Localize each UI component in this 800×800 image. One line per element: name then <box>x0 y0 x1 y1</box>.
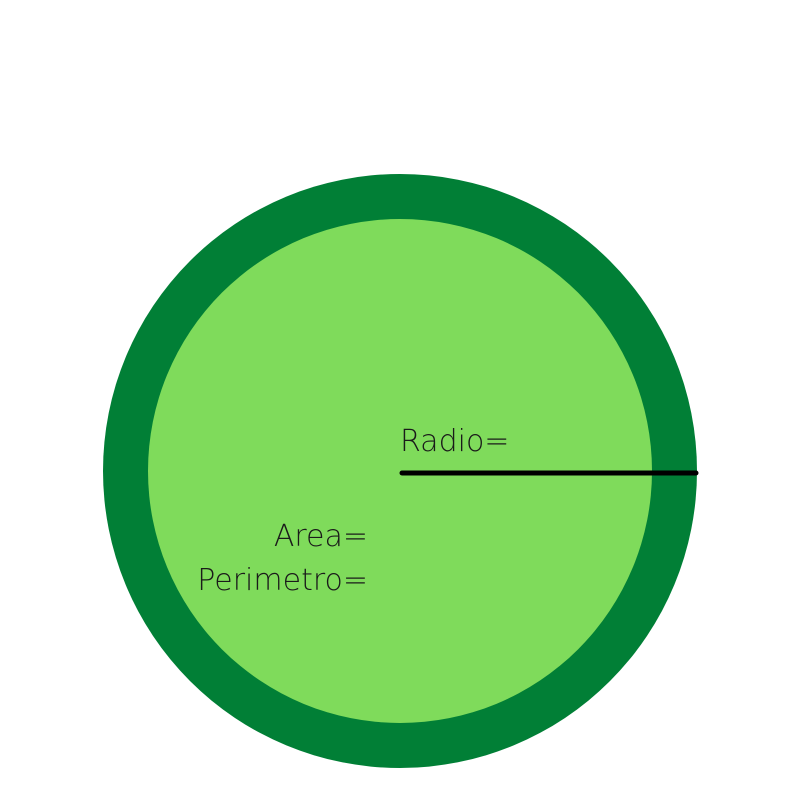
area-label: Area= <box>273 519 368 554</box>
inner-disc <box>148 219 652 723</box>
radio-label: Radio= <box>400 424 510 459</box>
perimetro-label: Perimetro= <box>197 563 368 598</box>
